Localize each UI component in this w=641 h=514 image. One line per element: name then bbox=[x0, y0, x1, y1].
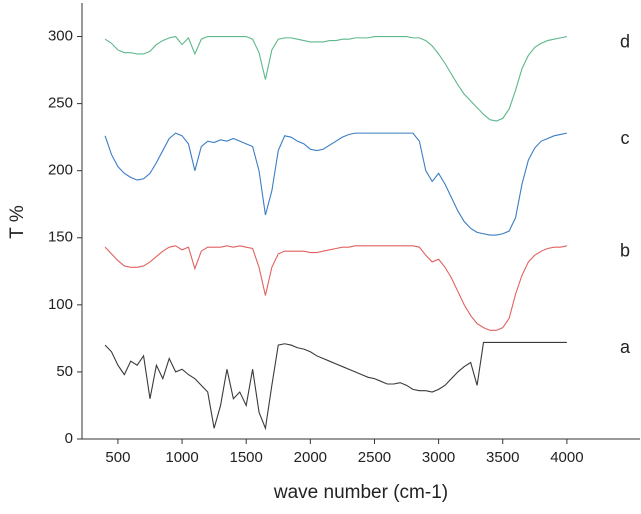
y-tick-label: 0 bbox=[65, 430, 73, 447]
series-label: a bbox=[620, 337, 631, 357]
y-tick-label: 100 bbox=[48, 296, 73, 313]
series-label: b bbox=[620, 241, 630, 261]
series-line bbox=[104, 132, 567, 236]
y-tick-label: 150 bbox=[48, 229, 73, 246]
series-label: c bbox=[621, 128, 630, 148]
x-tick-label: 3000 bbox=[422, 449, 455, 466]
x-tick-label: 2000 bbox=[294, 449, 327, 466]
x-axis-title: wave number (cm-1) bbox=[273, 482, 448, 503]
x-tick-label: 1500 bbox=[230, 449, 263, 466]
y-tick-label: 50 bbox=[56, 363, 73, 380]
x-tick-label: 3500 bbox=[486, 449, 519, 466]
series-line bbox=[104, 341, 567, 431]
series-label: d bbox=[620, 31, 630, 51]
y-tick-label: 200 bbox=[48, 162, 73, 179]
series-line bbox=[104, 35, 567, 122]
y-axis-title: T % bbox=[7, 205, 28, 239]
x-tick-label: 1000 bbox=[165, 449, 198, 466]
x-tick-label: 500 bbox=[105, 449, 130, 466]
x-tick-label: 2500 bbox=[358, 449, 391, 466]
y-tick-label: 250 bbox=[48, 95, 73, 112]
series-line bbox=[104, 245, 567, 331]
x-tick-label: 4000 bbox=[550, 449, 583, 466]
y-tick-label: 300 bbox=[48, 28, 73, 45]
